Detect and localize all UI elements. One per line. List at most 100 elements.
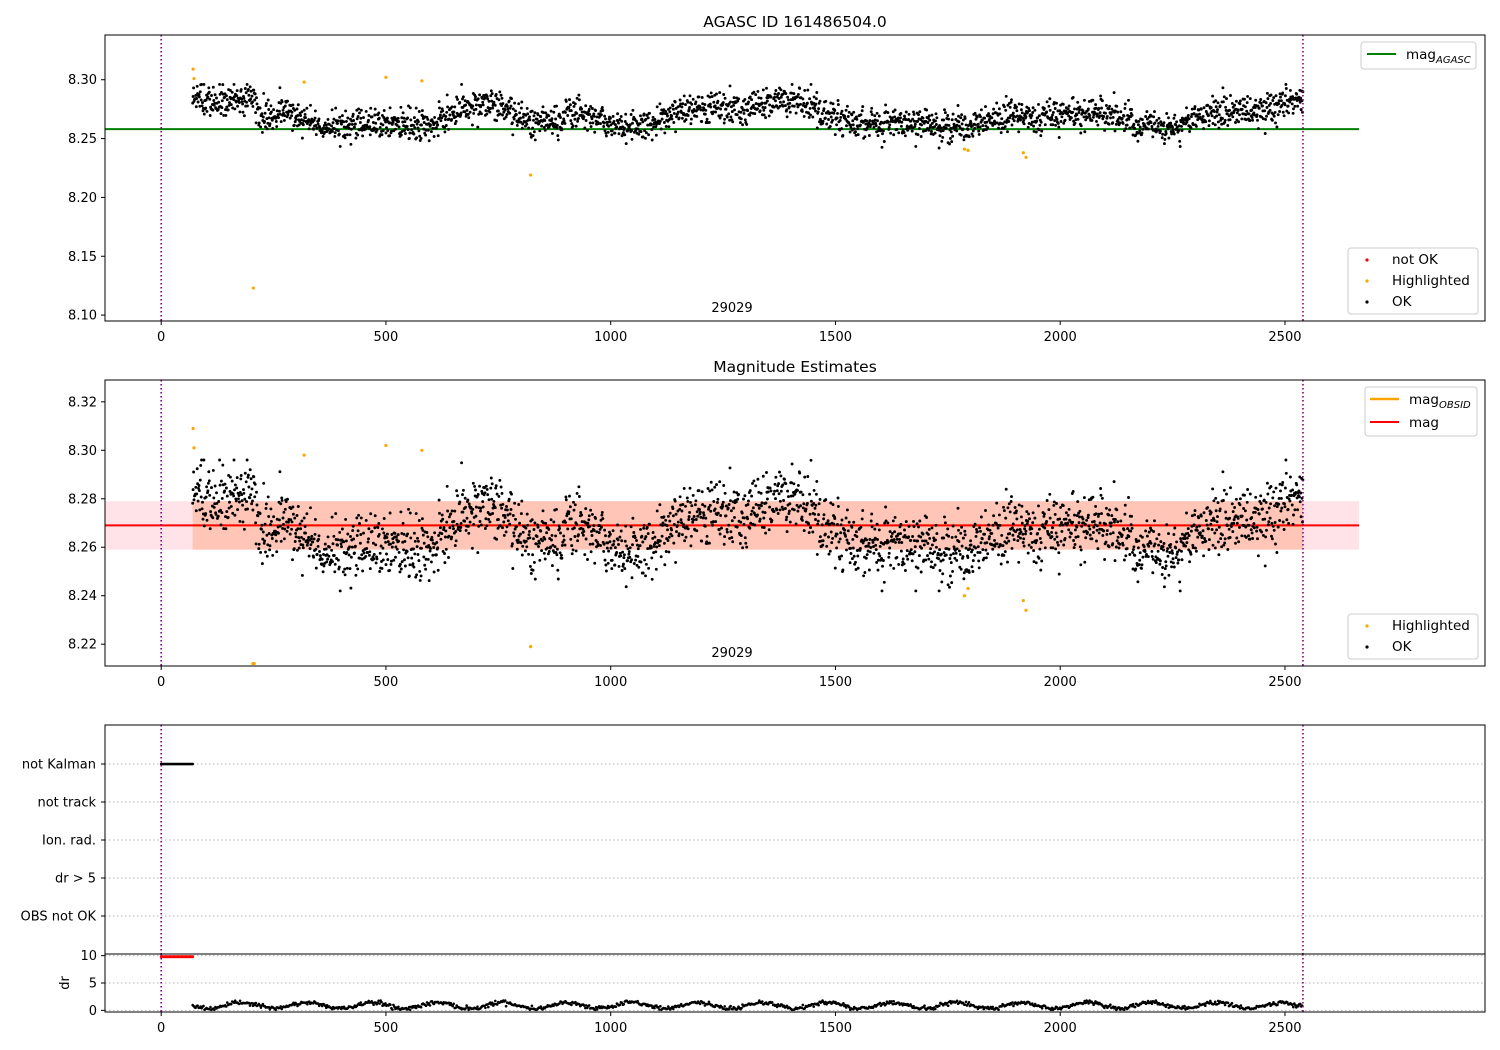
ok-point	[782, 499, 786, 502]
ok-point	[577, 116, 580, 120]
ok-point	[1184, 544, 1188, 548]
ok-point	[774, 89, 778, 92]
ok-point	[631, 543, 634, 547]
ok-point	[1171, 125, 1174, 129]
legend-agasc-line[interactable]: magAGASC	[1360, 41, 1477, 70]
ok-point	[1061, 504, 1065, 508]
ok-point	[479, 523, 483, 527]
ok-point	[1270, 521, 1274, 525]
ok-point	[495, 119, 499, 123]
ok-point	[780, 505, 784, 509]
highlighted-point	[302, 80, 306, 84]
ok-point	[881, 559, 885, 562]
ok-point	[963, 116, 967, 120]
ok-point	[1079, 124, 1083, 128]
ok-point	[1162, 542, 1166, 545]
ok-point	[748, 95, 752, 99]
ok-point	[268, 122, 272, 126]
ok-point	[549, 518, 553, 522]
ok-point	[978, 551, 982, 554]
ok-point	[577, 495, 581, 498]
ok-point	[351, 112, 355, 116]
ok-point	[662, 121, 666, 124]
ok-point	[1256, 537, 1259, 541]
ok-point	[225, 98, 229, 102]
ok-point	[1118, 121, 1122, 125]
ok-point	[691, 97, 695, 101]
ok-point	[762, 516, 766, 520]
ok-point	[1213, 546, 1217, 550]
ok-point	[201, 109, 205, 113]
ok-point	[436, 134, 440, 138]
ok-point	[255, 503, 259, 507]
ok-point	[1164, 564, 1168, 568]
ok-point	[865, 553, 869, 557]
ok-point	[837, 540, 841, 544]
ok-point	[807, 531, 811, 535]
ok-point	[563, 121, 567, 125]
legend-agasc-points[interactable]: not OK Highlighted OK	[1347, 247, 1479, 315]
ok-point	[1123, 512, 1127, 516]
ok-point	[1162, 548, 1165, 552]
ok-point	[1177, 129, 1181, 132]
ok-point	[715, 501, 719, 504]
ok-point	[1111, 531, 1115, 535]
ok-point	[995, 542, 999, 546]
ok-point	[361, 569, 365, 573]
ok-point	[465, 516, 469, 520]
ok-point	[1185, 541, 1189, 545]
ok-point	[839, 523, 843, 527]
ok-point	[1261, 507, 1264, 511]
ok-point	[1078, 545, 1082, 549]
ok-point	[825, 122, 829, 126]
ok-point	[367, 553, 371, 557]
ok-point	[327, 554, 331, 558]
ok-point	[938, 124, 942, 128]
ok-point	[321, 570, 325, 574]
ok-point	[855, 535, 859, 539]
highlighted-points	[191, 67, 1028, 290]
ok-point	[785, 108, 789, 112]
ok-point	[207, 90, 211, 94]
ok-point	[488, 520, 492, 524]
ok-point	[1017, 130, 1021, 134]
ok-point	[385, 532, 389, 536]
ok-point	[1042, 106, 1046, 110]
ok-point	[532, 130, 536, 134]
ok-point	[927, 114, 931, 118]
ok-point	[1275, 505, 1279, 509]
ok-point	[416, 553, 420, 556]
ok-point	[796, 488, 799, 492]
ok-point	[1052, 101, 1056, 104]
ok-point	[631, 121, 634, 125]
ok-point	[219, 508, 222, 512]
ok-point	[590, 534, 594, 537]
ok-point	[975, 527, 978, 531]
ok-point	[884, 103, 888, 107]
ok-point	[987, 523, 991, 527]
ok-point	[202, 458, 206, 462]
ok-point	[1249, 528, 1253, 532]
ok-point	[927, 557, 931, 561]
ok-point	[899, 523, 903, 526]
ok-point	[1153, 542, 1157, 546]
ok-point	[712, 100, 716, 104]
ok-point	[936, 551, 940, 555]
ok-point	[859, 113, 863, 117]
ok-point	[688, 486, 692, 490]
ok-point	[1170, 549, 1174, 553]
ok-point	[951, 134, 955, 138]
ok-point	[1283, 103, 1287, 107]
ok-point	[254, 521, 258, 525]
ok-point	[707, 505, 711, 509]
ok-point	[1099, 487, 1103, 490]
ok-point	[1113, 109, 1117, 113]
ok-point	[529, 572, 533, 575]
ok-point	[1071, 520, 1075, 524]
ok-point	[713, 104, 717, 108]
ok-point	[1109, 524, 1113, 528]
ok-point	[1079, 563, 1083, 567]
ok-point	[613, 131, 617, 135]
ok-point	[1211, 94, 1215, 98]
ok-point	[353, 551, 356, 555]
